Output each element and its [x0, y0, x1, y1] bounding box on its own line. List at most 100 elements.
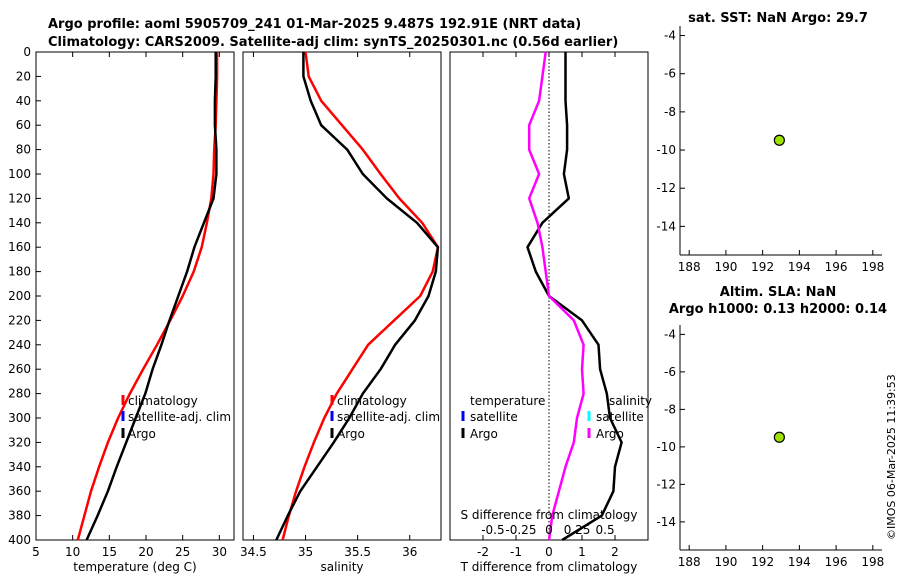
sst-map-title: sat. SST: NaN Argo: 29.7 — [688, 11, 868, 26]
x-tick-label: 35 — [298, 545, 313, 559]
legend-heading-salinity: salinity — [609, 394, 652, 408]
y-tick-label: 0 — [23, 45, 31, 59]
x-tick-label: 188 — [678, 555, 701, 569]
x-tick-label: 1 — [578, 545, 586, 559]
x-tick-label: 190 — [714, 260, 737, 274]
x-tick-label: 194 — [788, 260, 811, 274]
x-axis-label: temperature (deg C) — [73, 560, 196, 574]
x-tick-label: 5 — [32, 545, 40, 559]
x-axis-label: salinity — [320, 560, 363, 574]
x-tick-label: 20 — [138, 545, 153, 559]
x-tick-label: 36 — [402, 545, 417, 559]
sla-map-title-2: Argo h1000: 0.13 h2000: 0.14 — [669, 302, 887, 317]
x-tick-label: 198 — [861, 555, 884, 569]
y-tick-label: -10 — [656, 143, 676, 157]
x-tick-label: 196 — [825, 555, 848, 569]
sla-map-title-1: Altim. SLA: NaN — [720, 285, 836, 300]
s-tick-label: -0.25 — [505, 523, 536, 537]
series-line-climatology — [281, 51, 440, 541]
x-tick-label: 15 — [102, 545, 117, 559]
title-line-2: Climatology: CARS2009. Satellite-adj cli… — [48, 35, 618, 50]
x-tick-label: 194 — [788, 555, 811, 569]
series-line-argo — [85, 52, 218, 541]
series-line-salinity-argo — [526, 52, 623, 542]
legend-label: Argo — [337, 427, 365, 441]
x-tick-label: 30 — [212, 545, 227, 559]
x-tick-label: -1 — [510, 545, 522, 559]
y-tick-label: 60 — [16, 118, 31, 132]
x-axis-label: T difference from climatology — [460, 560, 638, 574]
y-tick-label: 40 — [16, 94, 31, 108]
s-tick-label: 0.25 — [564, 523, 591, 537]
series-line-argo — [275, 52, 440, 541]
y-tick-label: 220 — [8, 313, 31, 327]
y-tick-label: 400 — [8, 533, 31, 547]
y-tick-label: 360 — [8, 484, 31, 498]
y-tick-label: 380 — [8, 509, 31, 523]
legend-label: satellite-adj. clim — [337, 410, 440, 424]
y-tick-label: 280 — [8, 387, 31, 401]
timestamp: ©IMOS 06-Mar-2025 11:39:53 — [885, 374, 898, 540]
series-line-temperature-argo — [527, 51, 585, 541]
sla-map-panel: -4 -6 -8 -10 -12 -14 188 190 192 194 196 198 Altim. … — [656, 285, 887, 569]
y-tick-label: -12 — [656, 477, 676, 491]
x-tick-label: 192 — [751, 555, 774, 569]
x-tick-label: 188 — [678, 260, 701, 274]
x-tick-label: 192 — [751, 260, 774, 274]
legend-label: Argo — [470, 427, 498, 441]
x-tick-label: 0 — [545, 545, 553, 559]
x-tick-label: 35.5 — [344, 545, 371, 559]
y-tick-label: -4 — [664, 327, 676, 341]
y-tick-label: 300 — [8, 411, 31, 425]
y-tick-label: 120 — [8, 191, 31, 205]
s-tick-label: 0 — [545, 523, 553, 537]
x-tick-label: 10 — [65, 545, 80, 559]
plot-frame — [242, 51, 442, 541]
y-tick-label: -12 — [656, 181, 676, 195]
s-tick-label: 0.5 — [596, 523, 615, 537]
title-line-1: Argo profile: aoml 5905709_241 01-Mar-20… — [48, 17, 581, 32]
y-tick-label: 100 — [8, 167, 31, 181]
salinity-panel: 34.5 35 35.5 36 salinity climatology satellite… — [240, 51, 442, 574]
legend-label: climatology — [337, 394, 407, 408]
y-tick-label: 240 — [8, 338, 31, 352]
difference-panel: -2 -1 0 1 2T difference from climatology -0.5… — [449, 51, 652, 574]
legend-label: satellite-adj. clim — [128, 410, 231, 424]
y-tick-label: 200 — [8, 289, 31, 303]
y-tick-label: 20 — [16, 69, 31, 83]
series-line-climatology — [76, 52, 219, 541]
y-tick-label: -4 — [664, 29, 676, 43]
temperature-panel: 5 10 15 20 25 3002040608010012014016018020022… — [8, 45, 235, 574]
s-axis-label: S difference from climatology — [461, 508, 638, 522]
y-tick-label: 140 — [8, 216, 31, 230]
plot-frame — [35, 51, 235, 541]
y-tick-label: 160 — [8, 240, 31, 254]
y-tick-label: 340 — [8, 460, 31, 474]
y-tick-label: 260 — [8, 362, 31, 376]
x-tick-label: -2 — [477, 545, 489, 559]
x-tick-label: 190 — [714, 555, 737, 569]
x-tick-label: 196 — [825, 260, 848, 274]
y-tick-label: -14 — [656, 219, 676, 233]
y-tick-label: 80 — [16, 143, 31, 157]
legend-label: satellite — [470, 410, 518, 424]
y-tick-label: -10 — [656, 440, 676, 454]
y-tick-label: -14 — [656, 515, 676, 529]
x-tick-label: 2 — [611, 545, 619, 559]
x-tick-label: 34.5 — [240, 545, 267, 559]
y-tick-label: -6 — [664, 365, 676, 379]
x-tick-label: 25 — [175, 545, 190, 559]
profile-location-marker — [773, 431, 785, 443]
y-tick-label: -8 — [664, 105, 676, 119]
y-tick-label: -8 — [664, 402, 676, 416]
legend-label: satellite — [596, 410, 644, 424]
y-tick-label: -6 — [664, 67, 676, 81]
legend-label: climatology — [128, 394, 198, 408]
y-tick-label: 320 — [8, 435, 31, 449]
legend-heading-temperature: temperature — [470, 394, 545, 408]
legend-label: Argo — [128, 427, 156, 441]
sst-map-panel: -4 -6 -8 -10 -12 -14 188 190 192 194 196 198 sat. SS… — [656, 11, 884, 274]
profile-location-marker — [773, 134, 785, 146]
legend-label: Argo — [596, 427, 624, 441]
